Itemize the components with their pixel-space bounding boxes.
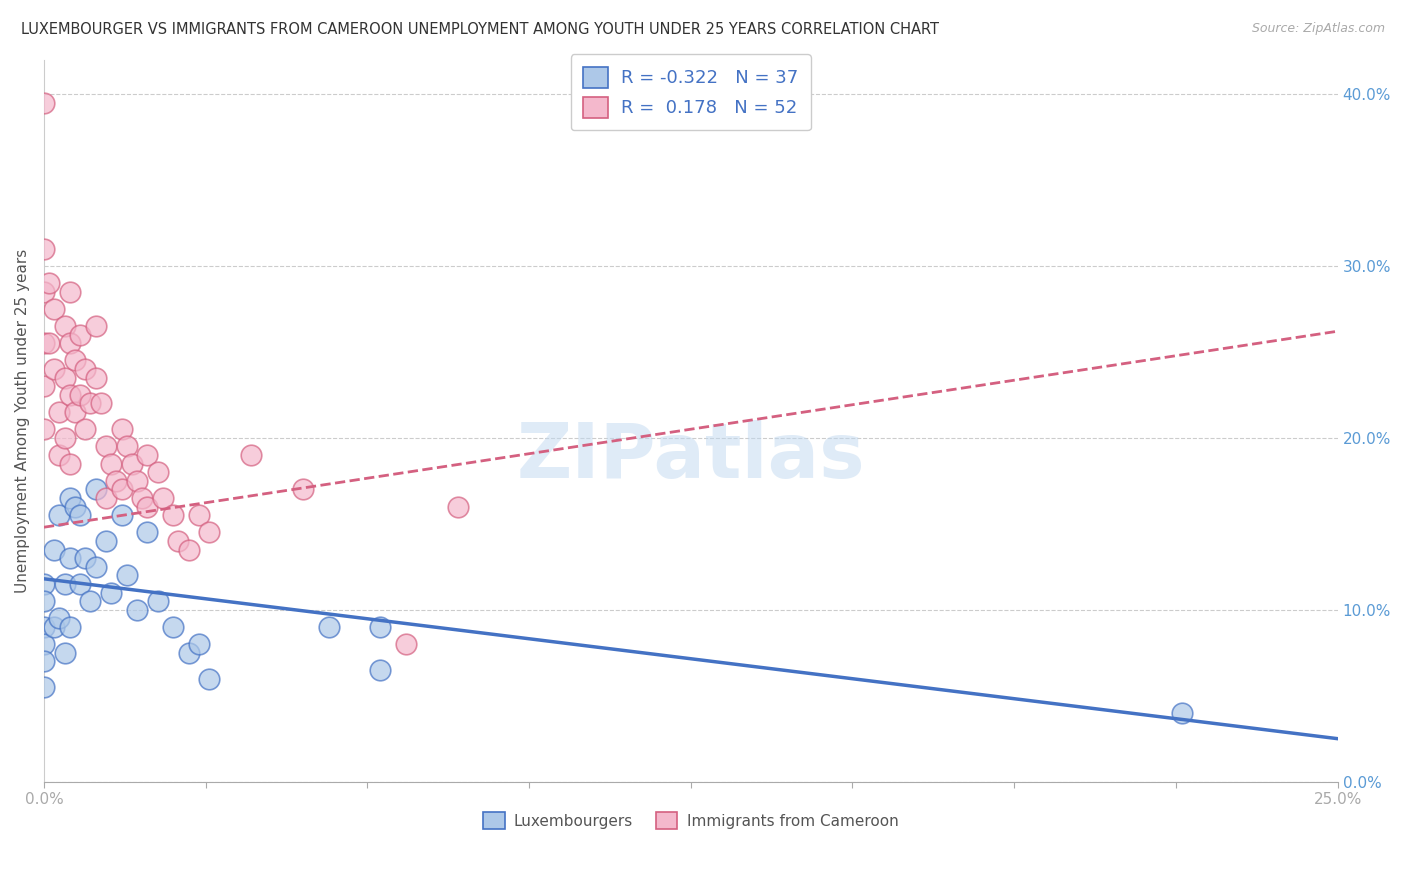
Point xyxy=(136,525,159,540)
Point xyxy=(84,319,107,334)
Point xyxy=(94,439,117,453)
Point xyxy=(115,439,138,453)
Point xyxy=(188,637,211,651)
Point xyxy=(38,276,60,290)
Point xyxy=(79,396,101,410)
Point xyxy=(125,603,148,617)
Point xyxy=(177,646,200,660)
Point xyxy=(198,672,221,686)
Point xyxy=(162,620,184,634)
Point xyxy=(110,422,132,436)
Point xyxy=(32,594,55,608)
Point xyxy=(447,500,470,514)
Point xyxy=(32,680,55,694)
Point xyxy=(59,457,82,471)
Point xyxy=(75,422,97,436)
Point xyxy=(63,405,86,419)
Point xyxy=(121,457,143,471)
Point xyxy=(115,568,138,582)
Point xyxy=(48,448,70,462)
Point xyxy=(69,388,91,402)
Legend: Luxembourgers, Immigrants from Cameroon: Luxembourgers, Immigrants from Cameroon xyxy=(477,805,904,836)
Point xyxy=(100,585,122,599)
Point xyxy=(105,474,128,488)
Text: ZIPatlas: ZIPatlas xyxy=(516,420,865,494)
Point xyxy=(53,319,76,334)
Point xyxy=(239,448,262,462)
Point xyxy=(32,285,55,299)
Point xyxy=(84,559,107,574)
Point xyxy=(136,500,159,514)
Text: LUXEMBOURGER VS IMMIGRANTS FROM CAMEROON UNEMPLOYMENT AMONG YOUTH UNDER 25 YEARS: LUXEMBOURGER VS IMMIGRANTS FROM CAMEROON… xyxy=(21,22,939,37)
Point xyxy=(32,379,55,393)
Point xyxy=(146,594,169,608)
Point xyxy=(38,336,60,351)
Text: Source: ZipAtlas.com: Source: ZipAtlas.com xyxy=(1251,22,1385,36)
Point xyxy=(1171,706,1194,720)
Point xyxy=(75,551,97,566)
Point xyxy=(44,362,66,376)
Point xyxy=(59,551,82,566)
Point xyxy=(32,577,55,591)
Point xyxy=(32,620,55,634)
Point xyxy=(53,370,76,384)
Point xyxy=(59,491,82,505)
Point xyxy=(32,242,55,256)
Point xyxy=(110,508,132,523)
Point xyxy=(69,327,91,342)
Point xyxy=(90,396,112,410)
Point xyxy=(44,620,66,634)
Point xyxy=(152,491,174,505)
Point xyxy=(94,533,117,548)
Point xyxy=(131,491,153,505)
Point xyxy=(32,422,55,436)
Point xyxy=(94,491,117,505)
Point xyxy=(84,483,107,497)
Point xyxy=(162,508,184,523)
Point xyxy=(48,508,70,523)
Point xyxy=(177,542,200,557)
Point xyxy=(146,465,169,479)
Point xyxy=(291,483,314,497)
Point xyxy=(167,533,190,548)
Point xyxy=(188,508,211,523)
Point xyxy=(125,474,148,488)
Point xyxy=(59,285,82,299)
Point xyxy=(63,500,86,514)
Point xyxy=(79,594,101,608)
Point xyxy=(48,405,70,419)
Point xyxy=(44,542,66,557)
Point xyxy=(53,646,76,660)
Point xyxy=(32,95,55,110)
Point xyxy=(136,448,159,462)
Point xyxy=(198,525,221,540)
Point xyxy=(53,577,76,591)
Point xyxy=(395,637,418,651)
Point xyxy=(110,483,132,497)
Point xyxy=(84,370,107,384)
Point xyxy=(32,336,55,351)
Point xyxy=(69,577,91,591)
Point xyxy=(53,431,76,445)
Point xyxy=(44,301,66,316)
Point xyxy=(368,663,391,677)
Point xyxy=(32,654,55,668)
Point xyxy=(59,620,82,634)
Point xyxy=(100,457,122,471)
Point xyxy=(63,353,86,368)
Point xyxy=(59,388,82,402)
Point xyxy=(75,362,97,376)
Point xyxy=(59,336,82,351)
Point xyxy=(318,620,340,634)
Point xyxy=(48,611,70,625)
Point xyxy=(32,637,55,651)
Point xyxy=(368,620,391,634)
Point xyxy=(69,508,91,523)
Y-axis label: Unemployment Among Youth under 25 years: Unemployment Among Youth under 25 years xyxy=(15,249,30,593)
